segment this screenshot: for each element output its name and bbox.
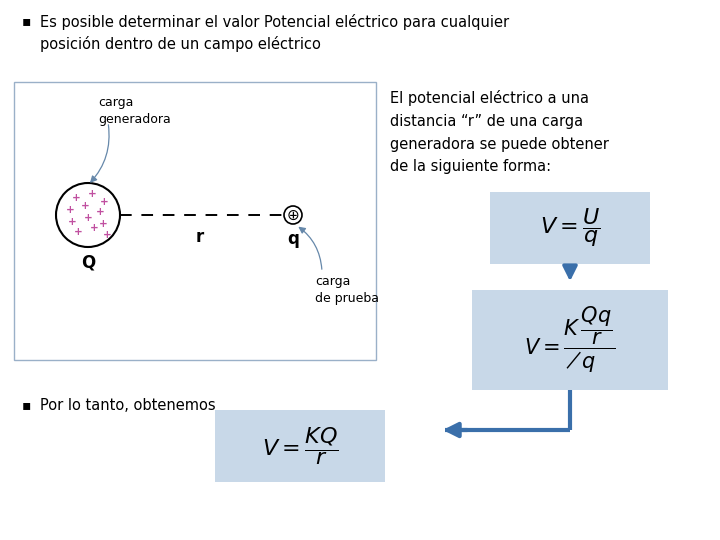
Text: Es posible determinar el valor Potencial eléctrico para cualquier
posición dentr: Es posible determinar el valor Potencial…	[40, 14, 509, 52]
Text: +: +	[66, 205, 74, 215]
Text: carga
generadora: carga generadora	[98, 96, 171, 126]
Text: El potencial eléctrico a una
distancia “r” de una carga
generadora se puede obte: El potencial eléctrico a una distancia “…	[390, 90, 609, 174]
FancyBboxPatch shape	[14, 82, 376, 360]
Text: $\mathit{V} = \dfrac{U}{q}$: $\mathit{V} = \dfrac{U}{q}$	[539, 206, 600, 249]
FancyBboxPatch shape	[472, 290, 668, 390]
Text: ⊕: ⊕	[287, 207, 300, 222]
FancyBboxPatch shape	[215, 410, 385, 482]
Text: +: +	[73, 227, 82, 237]
Text: q: q	[287, 230, 299, 248]
Text: +: +	[96, 207, 104, 217]
Text: carga
de prueba: carga de prueba	[315, 275, 379, 305]
Text: +: +	[99, 219, 107, 229]
Text: $\mathit{V} = \dfrac{K\,\dfrac{Qq}{r}}{\not{q}}$: $\mathit{V} = \dfrac{K\,\dfrac{Qq}{r}}{\…	[524, 305, 616, 375]
Text: +: +	[99, 197, 109, 207]
Text: +: +	[71, 193, 81, 203]
Text: Q: Q	[81, 253, 95, 271]
FancyBboxPatch shape	[490, 192, 650, 264]
Text: +: +	[68, 217, 76, 227]
Ellipse shape	[56, 183, 120, 247]
Text: +: +	[88, 189, 96, 199]
Text: r: r	[196, 228, 204, 246]
Text: $\mathit{V} = \dfrac{KQ}{r}$: $\mathit{V} = \dfrac{KQ}{r}$	[261, 425, 338, 467]
Circle shape	[284, 206, 302, 224]
Text: +: +	[81, 201, 89, 211]
Text: +: +	[89, 223, 99, 233]
Text: Por lo tanto, obtenemos: Por lo tanto, obtenemos	[40, 398, 215, 413]
Text: ▪: ▪	[22, 398, 32, 412]
Text: ▪: ▪	[22, 14, 32, 28]
Text: +: +	[84, 213, 92, 223]
Text: +: +	[103, 230, 112, 240]
